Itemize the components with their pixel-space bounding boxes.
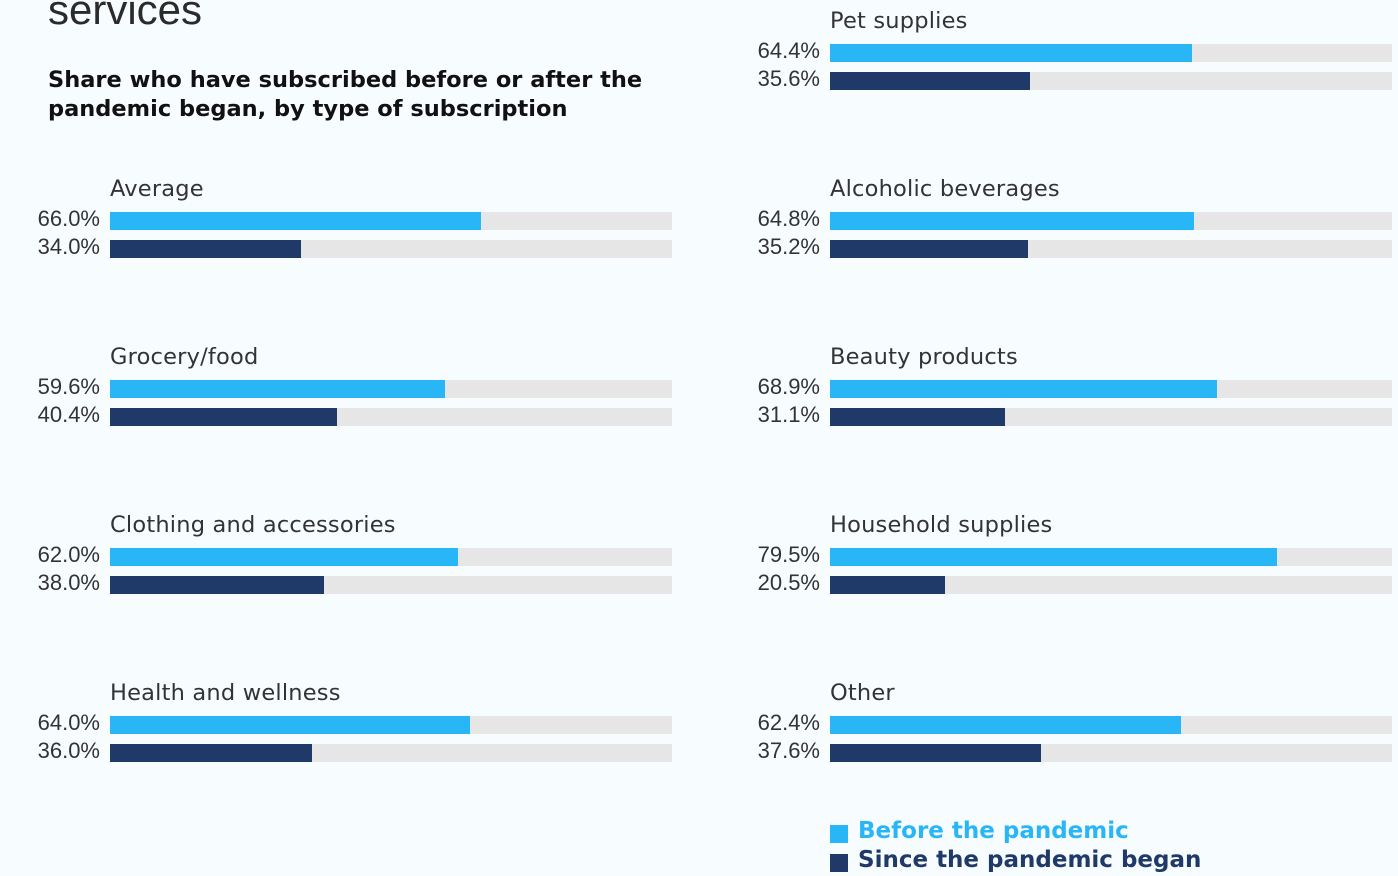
bar-since-other [830, 744, 1042, 762]
legend-swatch-before [830, 825, 848, 843]
bar-track [110, 576, 672, 594]
bar-track [830, 212, 1392, 230]
bar-track [110, 744, 672, 762]
bar-track [830, 744, 1392, 762]
bar-since-household-supplies [830, 576, 946, 594]
bar-before-health-and-wellness [110, 716, 470, 734]
bar-track [830, 408, 1392, 426]
category-label: Grocery/food [110, 344, 259, 370]
legend-label-before: Before the pandemic [858, 818, 1129, 844]
bar-track [830, 716, 1392, 734]
bar-since-alcoholic-beverages [830, 240, 1028, 258]
bar-track [830, 576, 1392, 594]
category-label: Beauty products [830, 344, 1018, 370]
value-label-since: 36.0% [37, 738, 100, 763]
chart-subtitle: Share who have subscribed before or afte… [48, 67, 643, 122]
value-label-before: 64.8% [757, 206, 820, 231]
category-label: Household supplies [830, 512, 1053, 538]
category-label: Other [830, 680, 895, 706]
value-label-before: 64.4% [757, 38, 820, 63]
bar-track [110, 380, 672, 398]
bar-before-household-supplies [830, 548, 1277, 566]
bar-track [110, 212, 672, 230]
bar-before-beauty-products [830, 380, 1218, 398]
bar-track [830, 380, 1392, 398]
value-label-since: 34.0% [37, 234, 100, 259]
value-label-since: 20.5% [757, 570, 820, 595]
value-label-before: 66.0% [37, 206, 100, 231]
category-label: Pet supplies [830, 8, 968, 34]
legend-label-since: Since the pandemic began [858, 847, 1202, 873]
bar-since-average [110, 240, 302, 258]
value-label-before: 64.0% [37, 710, 100, 735]
value-label-since: 37.6% [757, 738, 820, 763]
bar-since-beauty-products [830, 408, 1005, 426]
bar-track [110, 240, 672, 258]
category-label: Clothing and accessories [110, 512, 396, 538]
bar-track [110, 548, 672, 566]
value-label-before: 79.5% [757, 542, 820, 567]
value-label-before: 62.4% [757, 710, 820, 735]
bar-track [830, 72, 1392, 90]
bar-before-pet-supplies [830, 44, 1192, 62]
bar-track [110, 408, 672, 426]
value-label-since: 31.1% [757, 402, 820, 427]
category-label: Health and wellness [110, 680, 341, 706]
value-label-before: 59.6% [37, 374, 100, 399]
bar-before-average [110, 212, 481, 230]
chart-title: services [48, 0, 203, 33]
value-label-since: 35.6% [757, 66, 820, 91]
bar-before-alcoholic-beverages [830, 212, 1195, 230]
value-label-before: 68.9% [757, 374, 820, 399]
bar-since-clothing-and-accessories [110, 576, 324, 594]
value-label-since: 35.2% [757, 234, 820, 259]
legend-swatch-since [830, 854, 848, 872]
bar-track [830, 548, 1392, 566]
value-label-since: 38.0% [37, 570, 100, 595]
bar-before-clothing-and-accessories [110, 548, 459, 566]
bar-track [110, 716, 672, 734]
category-label: Average [110, 176, 204, 202]
bar-since-pet-supplies [830, 72, 1031, 90]
bar-since-grocery-food [110, 408, 338, 426]
value-label-since: 40.4% [37, 402, 100, 427]
value-label-before: 62.0% [37, 542, 100, 567]
bar-track [830, 44, 1392, 62]
bar-before-other [830, 716, 1181, 734]
category-label: Alcoholic beverages [830, 176, 1060, 202]
bar-before-grocery-food [110, 380, 445, 398]
bar-track [830, 240, 1392, 258]
bar-since-health-and-wellness [110, 744, 313, 762]
